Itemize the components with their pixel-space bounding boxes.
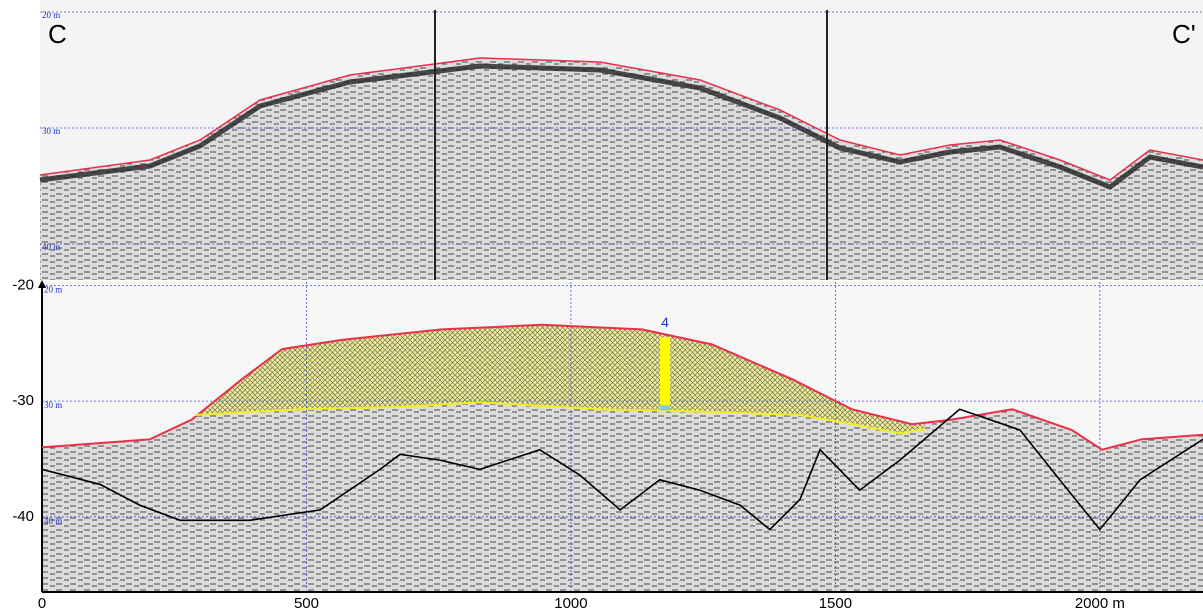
thickness-label: 4 <box>661 314 669 330</box>
x-tick-label: 2000 m <box>1075 595 1125 612</box>
depth-label: 20 m <box>42 10 60 20</box>
bottom-panel: 0 500 1000 1500 2000 m -20 20 m -30 30 m -40 40 m 4 <box>12 276 1203 612</box>
depth-label: 40 m <box>44 516 62 526</box>
depth-label: 40 m <box>42 242 60 252</box>
top-panel: 20 m 30 m 40 m C C' <box>39 0 1203 280</box>
x-tick-label: 0 <box>38 595 46 612</box>
sand-body-fill <box>194 324 925 434</box>
depth-label: 30 m <box>44 400 62 410</box>
y-tick-label: -30 <box>12 392 34 409</box>
thickness-base <box>660 405 671 411</box>
profile-line <box>41 323 1203 451</box>
profile-line <box>41 408 1203 531</box>
water-column <box>42 282 1203 450</box>
y-tick-label: -40 <box>12 508 34 525</box>
seafloor-reflector <box>39 63 1203 190</box>
x-tick-label: 500 <box>294 595 319 612</box>
profile-line <box>194 401 925 435</box>
water-column <box>40 0 1203 180</box>
depth-label: 30 m <box>42 126 60 136</box>
depth-label: 20 m <box>44 285 62 295</box>
thickness-bar <box>660 337 671 411</box>
y-axis-arrow <box>38 280 46 288</box>
seafloor-top <box>39 57 1203 181</box>
start-label: C <box>48 19 67 49</box>
y-tick-label: -20 <box>12 276 34 293</box>
end-label: C' <box>1172 19 1196 49</box>
x-tick-label: 1500 <box>819 595 852 612</box>
x-tick-label: 1000 <box>554 595 587 612</box>
